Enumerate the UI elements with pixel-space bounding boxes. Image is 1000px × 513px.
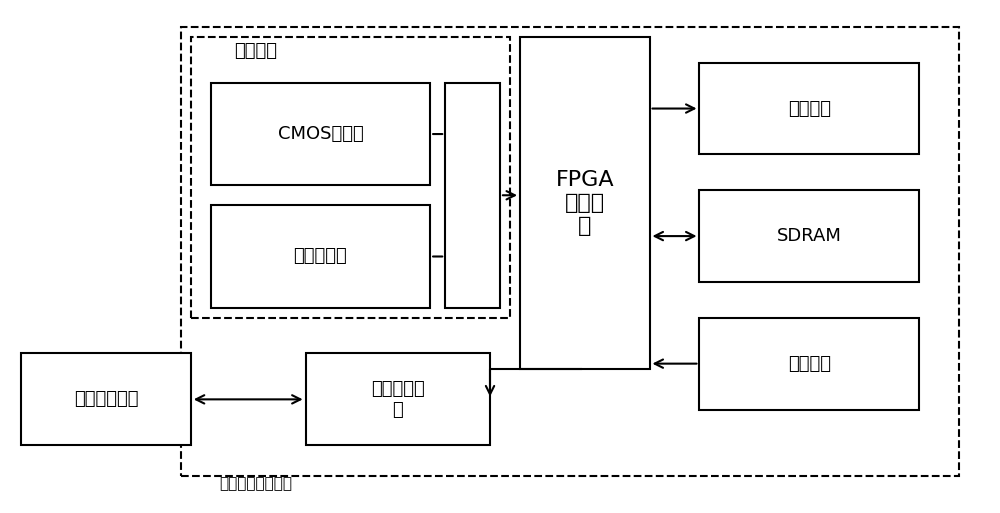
Text: 灭火装置: 灭火装置 [788, 100, 831, 117]
FancyBboxPatch shape [445, 83, 500, 307]
FancyBboxPatch shape [520, 37, 650, 369]
FancyBboxPatch shape [211, 83, 430, 185]
Text: 无线通讯系
统: 无线通讯系 统 [371, 380, 425, 419]
Text: 传感器组: 传感器组 [234, 42, 277, 60]
FancyBboxPatch shape [699, 63, 919, 154]
FancyBboxPatch shape [699, 318, 919, 409]
Text: SDRAM: SDRAM [777, 227, 842, 245]
Text: 火灾预警灭火系统: 火灾预警灭火系统 [219, 476, 292, 491]
FancyBboxPatch shape [211, 206, 430, 307]
Text: 手控面板: 手控面板 [788, 354, 831, 372]
Text: 烟雾传感器: 烟雾传感器 [294, 247, 347, 266]
Text: 远程控制中心: 远程控制中心 [74, 390, 138, 408]
Text: CMOS传感器: CMOS传感器 [278, 125, 363, 143]
FancyBboxPatch shape [21, 353, 191, 445]
FancyBboxPatch shape [306, 353, 490, 445]
Text: FPGA
控制平
台: FPGA 控制平 台 [555, 170, 614, 236]
FancyBboxPatch shape [699, 190, 919, 282]
